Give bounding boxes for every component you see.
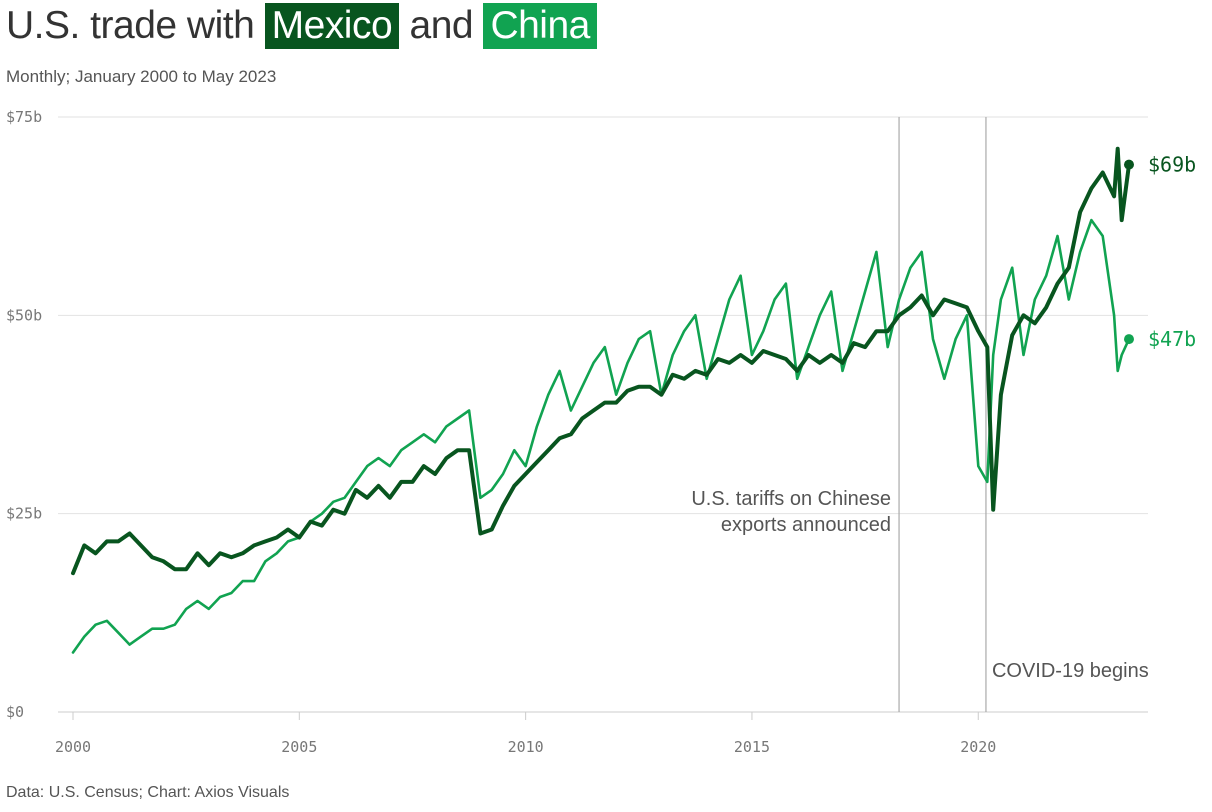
chart-subtitle: Monthly; January 2000 to May 2023: [6, 67, 277, 86]
y-tick-label-0: $0: [6, 703, 24, 721]
title-prefix: U.S. trade with: [6, 4, 255, 47]
annotation-0-line-1: exports announced: [721, 514, 891, 536]
series-end-dot-mexico: [1123, 159, 1134, 170]
series-line-mexico: [71, 146, 1131, 576]
series-lines: $47b $69b: [71, 146, 1196, 654]
y-tick-label-75: $75b: [6, 108, 42, 126]
annotation-0-line-0: U.S. tariffs on Chinese: [691, 488, 891, 510]
chart-title: U.S. trade with Mexico and China: [6, 2, 597, 50]
event-markers: U.S. tariffs on Chinese exports announced…: [691, 117, 1149, 712]
title-china-highlight: China: [483, 3, 597, 49]
title-mexico-highlight: Mexico: [264, 3, 400, 49]
x-tick-label-2000: 2000: [55, 738, 91, 756]
x-tick-label-2020: 2020: [960, 738, 996, 756]
y-tick-label-25: $25b: [6, 505, 42, 523]
grid-lines: [58, 116, 1148, 720]
series-end-label-china: $47b: [1148, 327, 1196, 351]
annotation-1-line-0: COVID-19 begins: [992, 660, 1149, 682]
source-note: Data: U.S. Census; Chart: Axios Visuals: [6, 784, 290, 801]
y-tick-label-50: $50b: [6, 306, 42, 324]
axis-labels: $0 $25b $50b $75b 2000 2005 2010 2015 2020: [6, 108, 996, 756]
x-tick-label-2015: 2015: [734, 738, 770, 756]
x-tick-label-2005: 2005: [281, 738, 317, 756]
series-line-china: [71, 218, 1131, 654]
series-end-label-mexico: $69b: [1148, 153, 1196, 177]
series-end-dot-china: [1123, 334, 1134, 345]
x-tick-label-2010: 2010: [508, 738, 544, 756]
title-and: and: [409, 4, 474, 47]
